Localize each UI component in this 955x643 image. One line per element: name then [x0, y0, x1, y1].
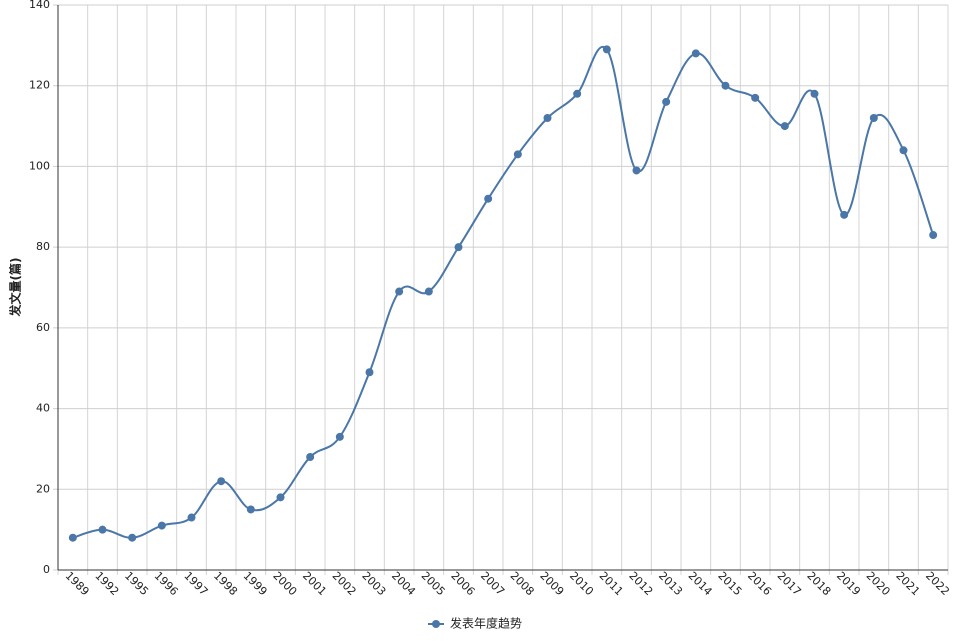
point [513, 150, 522, 159]
y-tick-label: 0 [43, 563, 50, 576]
point [217, 477, 226, 486]
y-tick-label: 40 [36, 402, 50, 415]
point [543, 114, 552, 122]
y-tick-label: 100 [29, 159, 50, 172]
y-axis-label: 发文量(篇) [8, 258, 23, 318]
point [68, 533, 77, 542]
point [276, 493, 285, 502]
point [662, 97, 671, 106]
point [751, 93, 760, 102]
point [157, 521, 166, 530]
point [573, 89, 582, 98]
point [632, 166, 641, 175]
point [365, 368, 374, 377]
y-tick-label: 60 [36, 321, 50, 334]
legend-marker [432, 620, 440, 628]
point [424, 287, 433, 296]
point [691, 49, 700, 58]
point [246, 505, 255, 514]
point [721, 81, 730, 90]
point [395, 287, 404, 296]
legend-label[interactable]: 发表年度趋势 [450, 616, 522, 631]
y-tick-label: 20 [36, 482, 50, 495]
point [306, 453, 315, 461]
point [899, 146, 908, 155]
point [929, 231, 938, 240]
point [869, 114, 878, 122]
y-tick-label: 80 [36, 240, 50, 253]
point [128, 533, 137, 542]
point [187, 513, 196, 522]
y-tick-label: 120 [29, 79, 50, 92]
point [484, 194, 493, 203]
point [602, 45, 611, 54]
point [454, 243, 463, 252]
point [335, 432, 344, 441]
point [840, 210, 849, 219]
y-tick-label: 140 [29, 0, 50, 11]
point [98, 525, 107, 534]
point [780, 122, 789, 131]
point [810, 89, 819, 98]
